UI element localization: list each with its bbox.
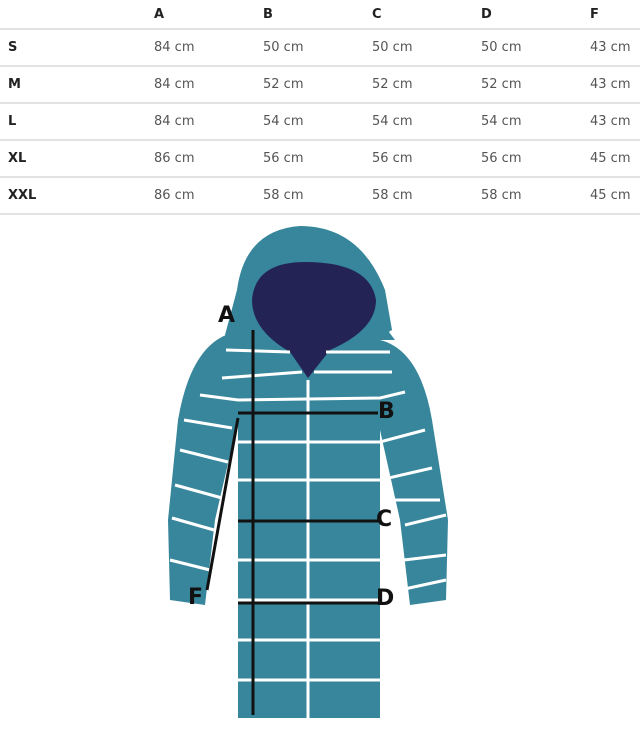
line-f: [205, 417, 240, 591]
label-a: A: [218, 303, 235, 328]
table-row: L 84 cm 54 cm 54 cm 54 cm 43 cm: [0, 103, 640, 141]
table-row: XL 86 cm 56 cm 56 cm 56 cm 45 cm: [0, 140, 640, 178]
measurement-cell: 84 cm: [154, 103, 263, 141]
hood-inside: [252, 262, 376, 378]
measurement-cell: 43 cm: [590, 66, 640, 104]
measurement-cell: 56 cm: [263, 140, 372, 178]
measurement-cell: 56 cm: [372, 140, 481, 178]
label-b: B: [378, 399, 395, 424]
measurement-cell: 86 cm: [154, 140, 263, 178]
table-row: XXL 86 cm 58 cm 58 cm 58 cm 45 cm: [0, 177, 640, 215]
measurement-cell: 84 cm: [154, 66, 263, 104]
label-d: D: [376, 586, 394, 611]
label-c: C: [376, 507, 392, 532]
measurement-cell: 58 cm: [372, 177, 481, 215]
size-cell: XL: [0, 140, 154, 178]
measurement-cell: 50 cm: [372, 29, 481, 67]
measurement-cell: 52 cm: [481, 66, 590, 104]
size-cell: XXL: [0, 177, 154, 215]
left-sleeve: [168, 335, 238, 605]
header-a: A: [154, 0, 263, 30]
measurement-cell: 58 cm: [263, 177, 372, 215]
quilting-lines: [169, 348, 447, 718]
table-row: M 84 cm 52 cm 52 cm 52 cm 43 cm: [0, 66, 640, 104]
header-f: F: [590, 0, 640, 30]
measurement-cell: 43 cm: [590, 29, 640, 67]
header-row: A B C D F: [0, 0, 640, 30]
table-row: S 84 cm 50 cm 50 cm 50 cm 43 cm: [0, 29, 640, 67]
header-c: C: [372, 0, 481, 30]
measurement-cell: 50 cm: [263, 29, 372, 67]
header-d: D: [481, 0, 590, 30]
coat-body: [225, 320, 395, 718]
measurement-cell: 45 cm: [590, 177, 640, 215]
measurement-cell: 45 cm: [590, 140, 640, 178]
measurement-cell: 54 cm: [372, 103, 481, 141]
measurement-cell: 50 cm: [481, 29, 590, 67]
measurement-cell: 43 cm: [590, 103, 640, 141]
measurement-cell: 56 cm: [481, 140, 590, 178]
measurement-cell: 86 cm: [154, 177, 263, 215]
label-f: F: [188, 585, 203, 610]
header-size: [0, 0, 154, 30]
measurement-cell: 54 cm: [481, 103, 590, 141]
coat-diagram: A B C D F: [168, 226, 448, 718]
size-cell: S: [0, 29, 154, 67]
measurement-cell: 52 cm: [372, 66, 481, 104]
header-b: B: [263, 0, 372, 30]
measurement-cell: 52 cm: [263, 66, 372, 104]
measure-lines: [205, 330, 378, 715]
size-chart-table: A B C D F S 84 cm 50 cm 50 cm 50 cm 43 cm M 84 …: [0, 0, 640, 215]
size-cell: L: [0, 103, 154, 141]
measurement-cell: 58 cm: [481, 177, 590, 215]
measurement-cell: 84 cm: [154, 29, 263, 67]
size-cell: M: [0, 66, 154, 104]
coat-illustration: A B C D F: [168, 226, 448, 718]
measurement-cell: 54 cm: [263, 103, 372, 141]
